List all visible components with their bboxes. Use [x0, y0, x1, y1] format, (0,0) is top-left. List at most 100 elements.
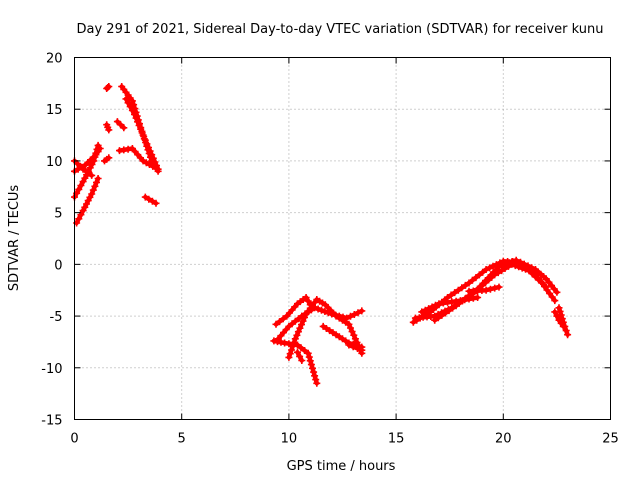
data-point — [495, 283, 503, 291]
data-point — [491, 284, 499, 292]
data-point — [152, 199, 160, 207]
data-point — [77, 211, 85, 219]
data-point — [75, 185, 83, 193]
data-point — [128, 107, 136, 114]
data-point — [312, 376, 320, 384]
data-point — [88, 171, 96, 179]
data-point — [358, 343, 366, 351]
data-point — [122, 95, 130, 103]
x-tick-label: 20 — [495, 432, 512, 447]
data-point — [445, 307, 453, 315]
data-point — [509, 258, 517, 265]
chart-title: Day 291 of 2021, Sidereal Day-to-day VTE… — [77, 22, 604, 37]
data-point — [309, 364, 316, 372]
data-point — [306, 357, 314, 365]
x-axis-label: GPS time / hours — [287, 459, 396, 474]
data-point — [305, 353, 313, 361]
series-track-8 — [113, 118, 128, 132]
data-point — [94, 175, 102, 182]
data-point — [128, 97, 136, 105]
data-point — [77, 182, 85, 189]
y-tick-label: 0 — [54, 258, 62, 273]
data-point — [349, 340, 357, 348]
data-point — [505, 259, 513, 267]
data-point — [131, 110, 138, 118]
data-point — [553, 312, 561, 320]
axis-ticks: 0 5 10 15 20 25 -15 -10 -5 0 5 10 15 20 — [41, 52, 619, 447]
data-tracks — [71, 83, 572, 387]
data-point — [148, 197, 156, 205]
data-point — [564, 331, 572, 339]
data-point — [438, 311, 446, 319]
y-axis-label: SDTVAR / TECUs — [7, 185, 22, 292]
data-point — [276, 318, 284, 326]
data-point — [294, 348, 301, 356]
data-point — [75, 215, 83, 223]
series-track-12 — [141, 193, 160, 207]
data-point — [495, 262, 503, 270]
series-track-19 — [319, 322, 366, 351]
y-tick-label: 10 — [46, 155, 63, 170]
data-point — [145, 144, 152, 151]
data-point — [134, 118, 142, 126]
series-track-17 — [294, 348, 306, 364]
data-point — [310, 368, 318, 376]
data-point — [318, 306, 325, 314]
data-point — [302, 294, 310, 301]
data-point — [431, 316, 439, 324]
data-point — [482, 286, 490, 294]
data-point — [148, 151, 156, 159]
series-track-9 — [103, 83, 113, 92]
data-point — [553, 288, 561, 296]
data-point — [447, 291, 455, 299]
y-tick-label: 20 — [46, 52, 63, 67]
data-point — [140, 133, 148, 140]
data-point — [138, 129, 146, 137]
series-track-16 — [270, 337, 321, 387]
data-point — [542, 283, 550, 291]
data-point — [358, 307, 366, 315]
data-point — [348, 328, 356, 336]
series-track-15 — [285, 296, 366, 361]
data-point — [135, 122, 143, 129]
data-point — [105, 154, 113, 162]
data-point — [124, 99, 132, 107]
data-point — [347, 324, 354, 332]
data-point — [137, 125, 145, 133]
data-point — [548, 293, 556, 301]
series-track-25 — [555, 304, 572, 339]
data-point — [456, 297, 464, 305]
data-point — [149, 154, 157, 162]
data-point — [120, 124, 128, 132]
data-point — [301, 347, 309, 354]
data-point — [152, 164, 160, 172]
series-track-7 — [116, 145, 160, 172]
series-line — [143, 194, 159, 206]
data-point — [555, 304, 563, 312]
data-point — [461, 281, 469, 289]
data-point — [96, 145, 104, 152]
data-point — [313, 379, 321, 387]
data-point — [498, 261, 506, 269]
data-point — [285, 353, 293, 361]
series-track-22 — [431, 256, 550, 324]
data-point — [354, 342, 361, 350]
y-tick-label: -5 — [50, 310, 63, 325]
data-point — [294, 328, 302, 336]
data-point — [88, 190, 96, 198]
data-point — [296, 324, 304, 332]
data-point — [141, 136, 149, 144]
data-point — [354, 309, 362, 317]
series-track-4 — [71, 157, 96, 179]
data-point — [288, 346, 295, 354]
data-point — [279, 315, 287, 323]
data-point — [474, 294, 482, 301]
data-point — [304, 349, 312, 357]
data-point — [132, 114, 140, 122]
data-point — [350, 311, 358, 318]
data-point — [304, 297, 312, 305]
x-tick-label: 10 — [281, 432, 298, 447]
data-point — [511, 262, 519, 270]
data-point — [347, 312, 354, 320]
x-tick-label: 5 — [178, 432, 186, 447]
